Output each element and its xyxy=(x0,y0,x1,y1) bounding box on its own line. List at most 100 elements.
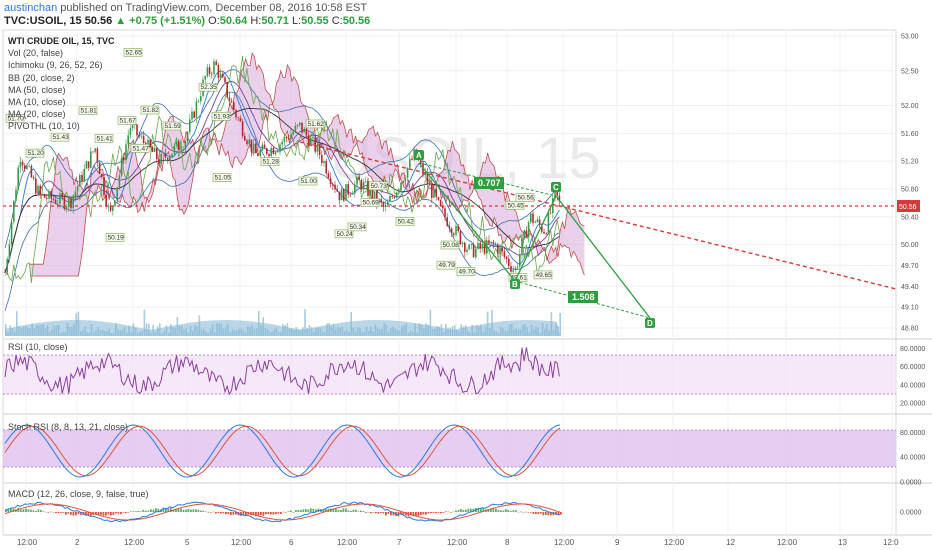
pattern-point-c[interactable]: C xyxy=(551,182,561,192)
legend-item[interactable]: Vol (20, false) xyxy=(8,48,64,59)
macd-bar xyxy=(32,510,35,512)
legend-item[interactable]: MA (10, close) xyxy=(8,97,66,108)
legend-item[interactable]: MA (20, close) xyxy=(8,109,66,120)
candle-body xyxy=(431,183,433,198)
pivot-label: 51.28 xyxy=(260,157,280,166)
candle-body xyxy=(195,101,198,118)
macd-bar xyxy=(165,507,167,512)
candle-body xyxy=(277,150,279,153)
stoch-band xyxy=(3,430,896,467)
candle-body xyxy=(52,198,55,200)
change: ▲ +0.75 (+1.51%) xyxy=(115,15,206,27)
candle-body xyxy=(380,199,382,203)
candle-body xyxy=(494,243,497,245)
pattern-point-d[interactable]: D xyxy=(645,318,655,328)
macd-bar xyxy=(325,509,327,512)
pivot-value: 50.42 xyxy=(398,218,415,225)
time-tick: 12 xyxy=(726,538,735,547)
macd-legend[interactable]: MACD (12, 26, close, 9, false, true) xyxy=(8,489,149,499)
pivot-label: 51.93 xyxy=(211,112,231,121)
bb-lower xyxy=(4,91,560,311)
candle-body xyxy=(125,144,127,161)
published-text: published on TradingView.com, December 0… xyxy=(60,2,368,14)
rsi-legend[interactable]: RSI (10, close) xyxy=(8,342,68,352)
candle-body xyxy=(211,73,213,75)
pivot-value: 51.41 xyxy=(97,136,114,143)
stoch-legend[interactable]: Stoch RSI (8, 8, 13, 21, close) xyxy=(8,422,129,432)
pattern-point-b[interactable]: B xyxy=(510,279,520,289)
candle-body xyxy=(96,148,99,163)
candle-body xyxy=(239,118,242,122)
time-tick: 5 xyxy=(185,538,190,547)
candle-body xyxy=(384,204,387,208)
macd-bar xyxy=(400,512,402,515)
macd-bar xyxy=(110,512,112,516)
candle-body xyxy=(358,177,360,181)
macd-bar xyxy=(230,512,232,515)
macd-bar xyxy=(20,509,22,512)
pivot-label: 51.81 xyxy=(78,106,98,116)
candle-body xyxy=(549,212,552,214)
candle-body xyxy=(389,196,391,202)
legend-item[interactable]: PIVOTHL (10, 10) xyxy=(8,121,80,132)
candle-body xyxy=(292,132,294,135)
candle-body xyxy=(171,153,173,157)
macd-bar xyxy=(385,512,387,516)
macd-bar xyxy=(80,512,82,515)
candle-body xyxy=(35,178,37,194)
candle-body xyxy=(457,225,459,232)
volume-bar xyxy=(304,309,306,336)
candle-body xyxy=(200,96,202,102)
macd-bar xyxy=(425,512,427,515)
pivot-label: 49.65 xyxy=(533,270,553,280)
macd-bar xyxy=(270,512,272,515)
candle-body xyxy=(74,191,77,197)
macd-bar xyxy=(70,512,72,515)
candle-body xyxy=(248,139,250,144)
candle-body xyxy=(325,161,327,174)
legend-item[interactable]: MA (50, close) xyxy=(8,84,66,95)
candle-body xyxy=(8,244,11,259)
volume-histogram xyxy=(5,309,561,336)
macd-bar xyxy=(380,512,382,513)
macd-bar xyxy=(535,512,537,515)
macd-bar xyxy=(297,509,300,512)
author-link[interactable]: austinchan xyxy=(4,2,58,14)
legend-item[interactable]: BB (20, close, 2) xyxy=(8,72,75,83)
candle-body xyxy=(131,124,134,129)
candle-body xyxy=(189,119,191,133)
candle-body xyxy=(4,272,6,273)
candle-body xyxy=(6,258,8,273)
candle-body xyxy=(387,201,389,205)
macd-bar xyxy=(175,509,177,512)
macd-bar xyxy=(447,511,450,513)
quote-line: TVC:USOIL, 15 50.56 ▲ +0.75 (+1.51%) O:5… xyxy=(4,15,370,28)
time-tick: 12:00 xyxy=(231,538,252,547)
candle-body xyxy=(433,189,435,198)
macd-bar xyxy=(192,509,195,512)
candle-body xyxy=(120,158,123,176)
pivot-value: 50.69 xyxy=(363,200,380,207)
rsi-tick: 80.0000 xyxy=(900,346,925,353)
macd-bar xyxy=(517,511,520,513)
svg-text:1.508: 1.508 xyxy=(572,292,595,302)
candle-body xyxy=(127,135,129,145)
time-tick: 8 xyxy=(505,538,510,547)
macd-bar xyxy=(390,512,392,516)
pivot-label: 51.59 xyxy=(162,121,182,131)
candle-body xyxy=(347,184,349,195)
candle-body xyxy=(235,110,237,118)
candle-body xyxy=(272,148,275,155)
macd-bar xyxy=(265,512,267,515)
macd-bar xyxy=(492,507,495,512)
volume-bar xyxy=(429,309,432,336)
pattern-point-a[interactable]: A xyxy=(414,150,424,160)
candle-body xyxy=(521,239,523,255)
harmonic-pattern[interactable]: A B C D 0.707 1.508 xyxy=(414,150,655,328)
macd-bar xyxy=(410,512,412,515)
candle-body xyxy=(222,73,224,78)
legend-item[interactable]: Ichimoku (9, 26, 52, 26) xyxy=(8,60,103,71)
candle-body xyxy=(497,244,499,254)
pivot-value: 50.19 xyxy=(108,234,125,241)
